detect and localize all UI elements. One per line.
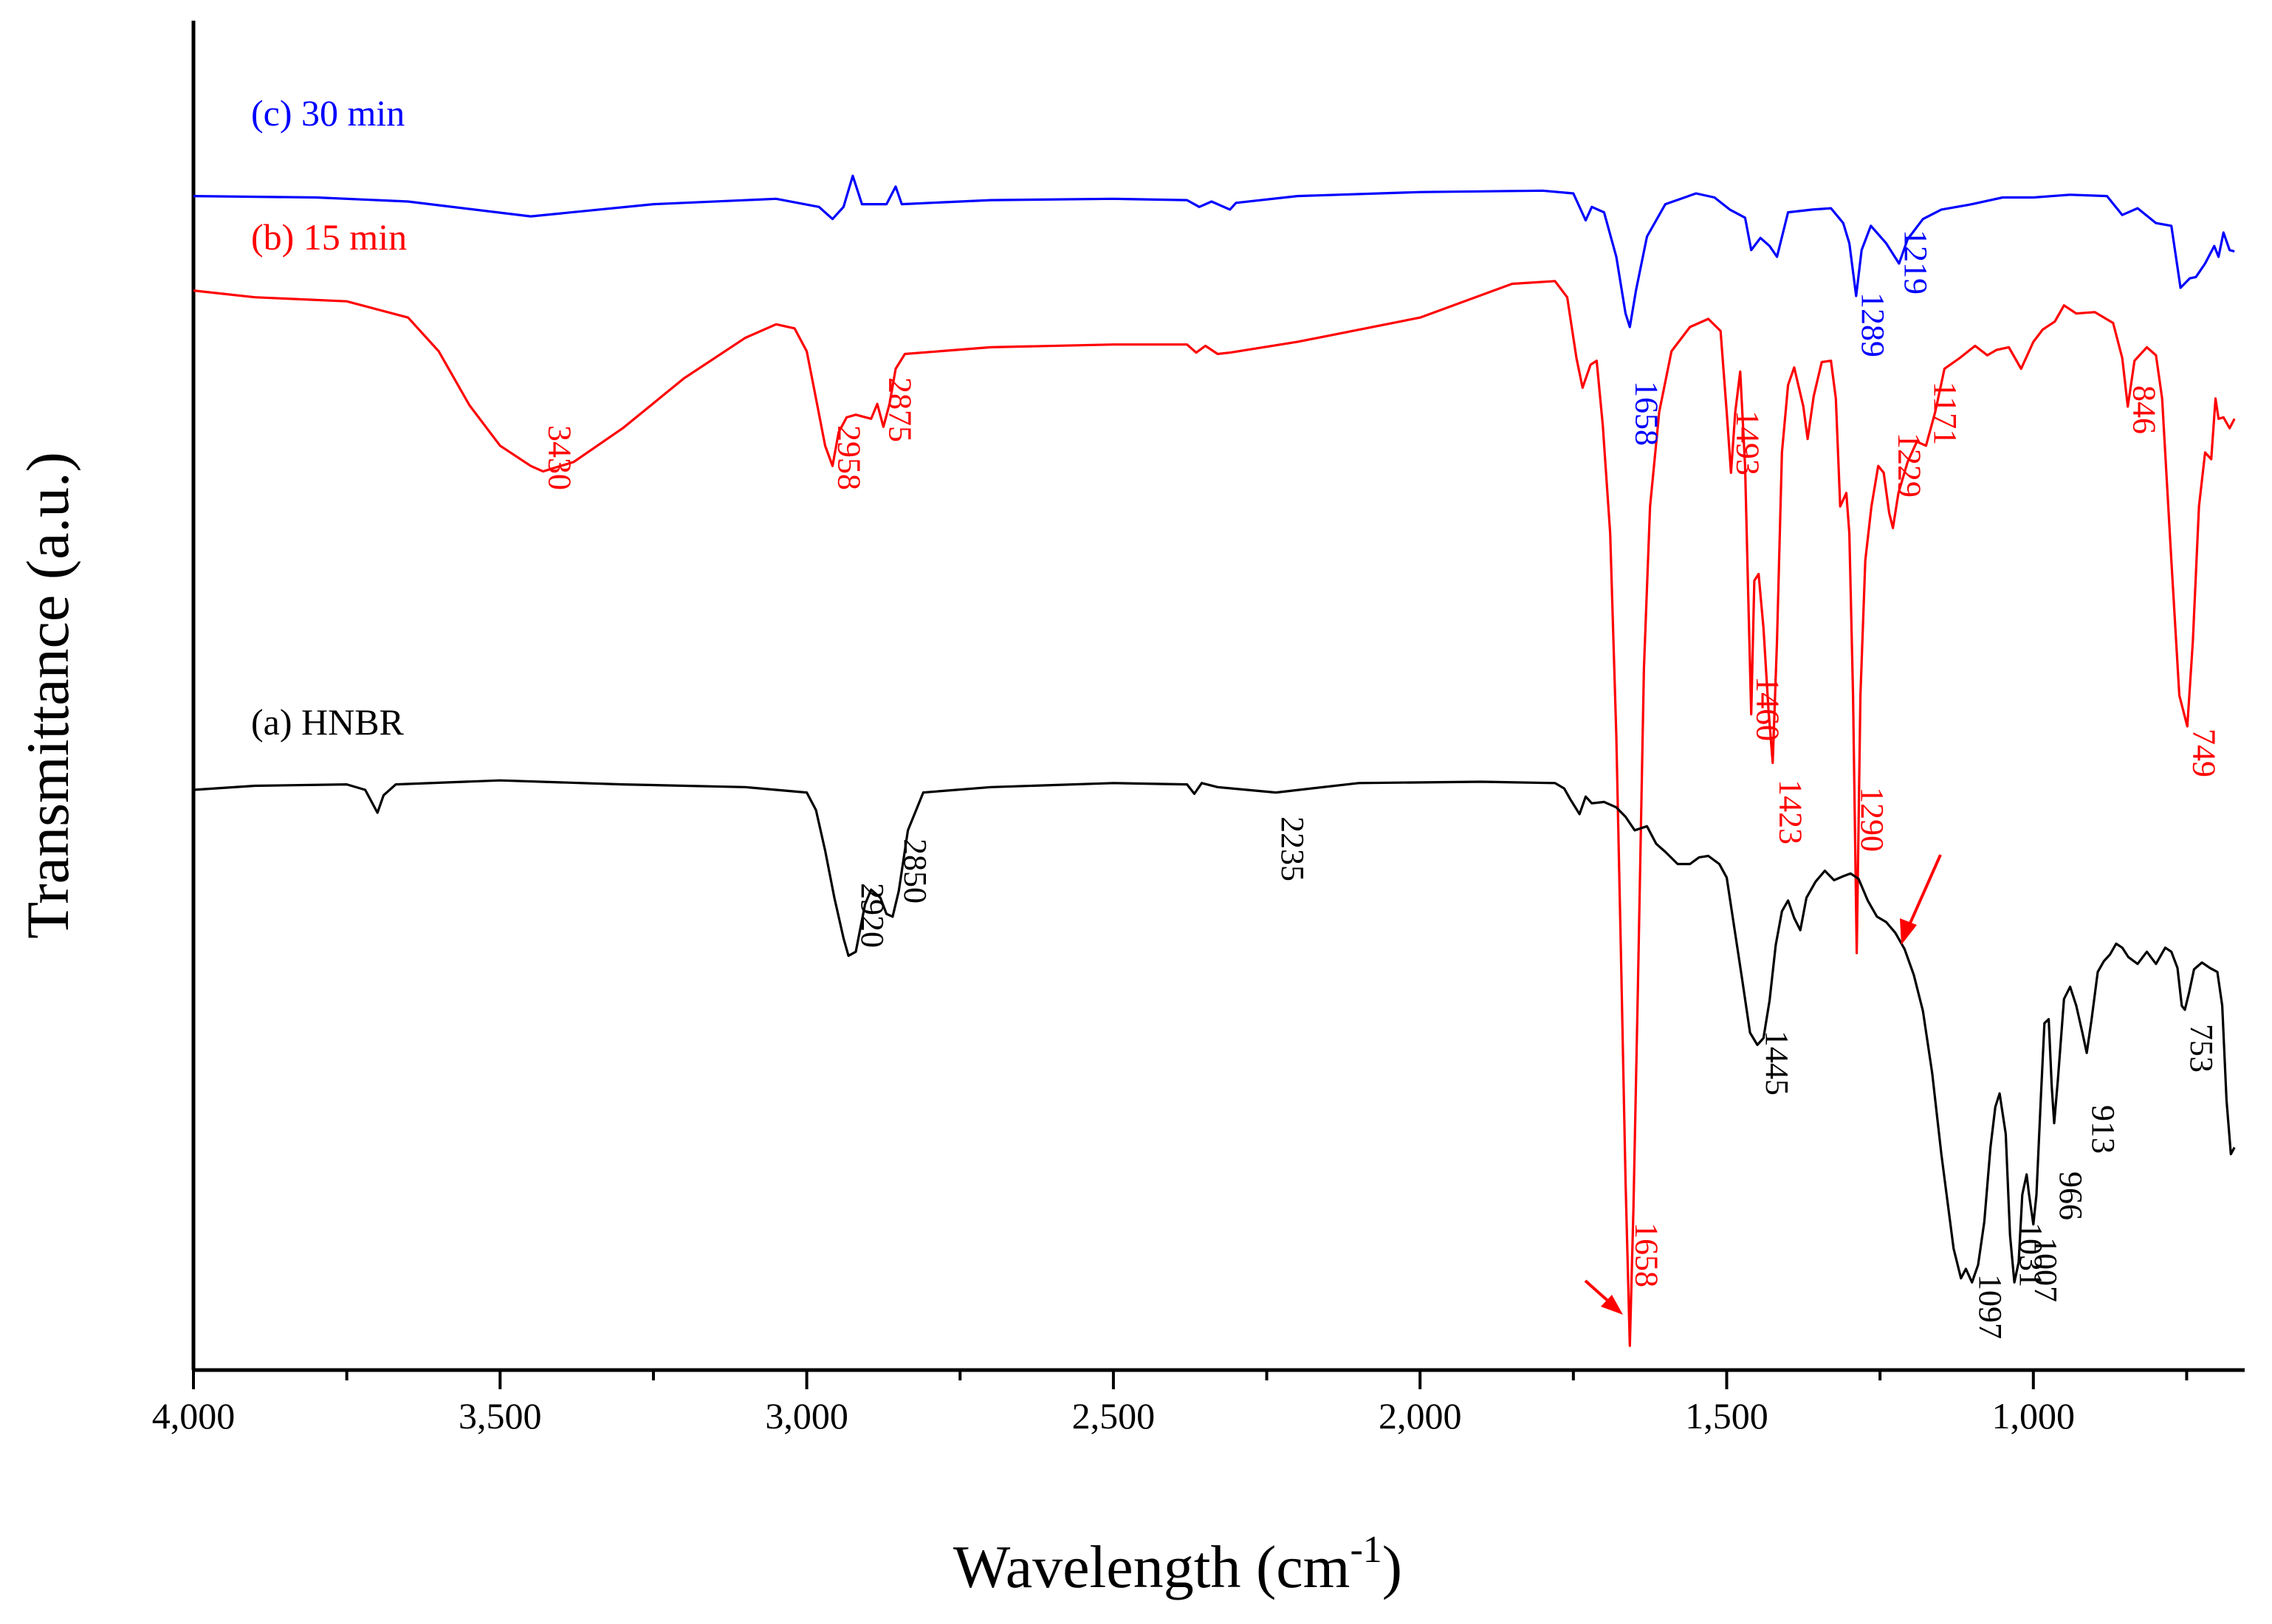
x-tick-label: 1,500 bbox=[1685, 1395, 1768, 1437]
arrow-1658 bbox=[1584, 1279, 1623, 1315]
series-15-min-line bbox=[193, 280, 2236, 1347]
x-tick-label: 2,500 bbox=[1072, 1395, 1156, 1437]
peak-label-2875: 2875 bbox=[882, 377, 918, 442]
peak-label-1097: 1097 bbox=[1972, 1274, 2008, 1339]
peak-label-966: 966 bbox=[2053, 1171, 2089, 1220]
peak-label-1423: 1423 bbox=[1772, 780, 1808, 844]
series-group bbox=[193, 174, 2236, 1347]
x-axis-title-superscript: -1 bbox=[1350, 1529, 1382, 1571]
peak-label-913: 913 bbox=[2085, 1105, 2121, 1154]
peak-label-2850: 2850 bbox=[897, 839, 933, 904]
peak-label-3430: 3430 bbox=[541, 425, 577, 490]
peak-label-2958: 2958 bbox=[831, 425, 867, 490]
x-tick-label: 3,500 bbox=[459, 1395, 542, 1437]
peak-label-1658: 1658 bbox=[1628, 381, 1664, 446]
peak-label-1007: 1007 bbox=[2028, 1237, 2064, 1302]
arrow-1290 bbox=[1900, 854, 1942, 945]
peak-label-1658: 1658 bbox=[1628, 1222, 1664, 1287]
series-labels: (c) 30 min (b) 15 min (a) HNBR bbox=[251, 92, 407, 743]
peak-label-1460: 1460 bbox=[1750, 676, 1786, 741]
peak-label-1031: 1031 bbox=[2013, 1222, 2049, 1287]
x-axis-tick-labels: 4,000 3,500 3,000 2,500 2,000 1,500 1,000 bbox=[152, 1395, 2075, 1437]
series-label-hnbr: (a) HNBR bbox=[251, 701, 405, 743]
x-axis-title-main: Wavelength (cm bbox=[953, 1533, 1350, 1600]
x-tick-label: 3,000 bbox=[765, 1395, 848, 1437]
peak-label-1229: 1229 bbox=[1892, 433, 1928, 498]
peak-label-846: 846 bbox=[2127, 385, 2163, 434]
peak-label-2920: 2920 bbox=[854, 883, 890, 948]
peak-label-1290: 1290 bbox=[1854, 787, 1890, 852]
series-30-min-line bbox=[193, 174, 2235, 328]
x-axis-title: Wavelength (cm-1) bbox=[953, 1529, 1402, 1600]
y-axis-title: Transmittance (a.u.) bbox=[14, 452, 81, 939]
peak-label-753: 753 bbox=[2183, 1024, 2220, 1073]
series-label-15min: (b) 15 min bbox=[251, 216, 407, 258]
x-axis-ticks bbox=[192, 1370, 2189, 1389]
annotation-arrows bbox=[1584, 854, 1942, 1315]
peak-label-2235: 2235 bbox=[1274, 816, 1311, 881]
x-axis-title-suffix: ) bbox=[1382, 1533, 1402, 1600]
peak-label-1219: 1219 bbox=[1898, 230, 1934, 295]
peak-label-1289: 1289 bbox=[1855, 292, 1891, 357]
x-tick-label: 2,000 bbox=[1379, 1395, 1462, 1437]
series-label-30min: (c) 30 min bbox=[251, 92, 405, 134]
series-hnbr-line bbox=[193, 779, 2236, 1284]
peak-label-749: 749 bbox=[2186, 729, 2222, 777]
peak-label-1493: 1493 bbox=[1729, 410, 1765, 475]
peak-label-1171: 1171 bbox=[1927, 382, 1963, 445]
peak-label-1445: 1445 bbox=[1759, 1031, 1795, 1095]
x-tick-label: 4,000 bbox=[152, 1395, 236, 1437]
x-tick-label: 1,000 bbox=[1992, 1395, 2076, 1437]
